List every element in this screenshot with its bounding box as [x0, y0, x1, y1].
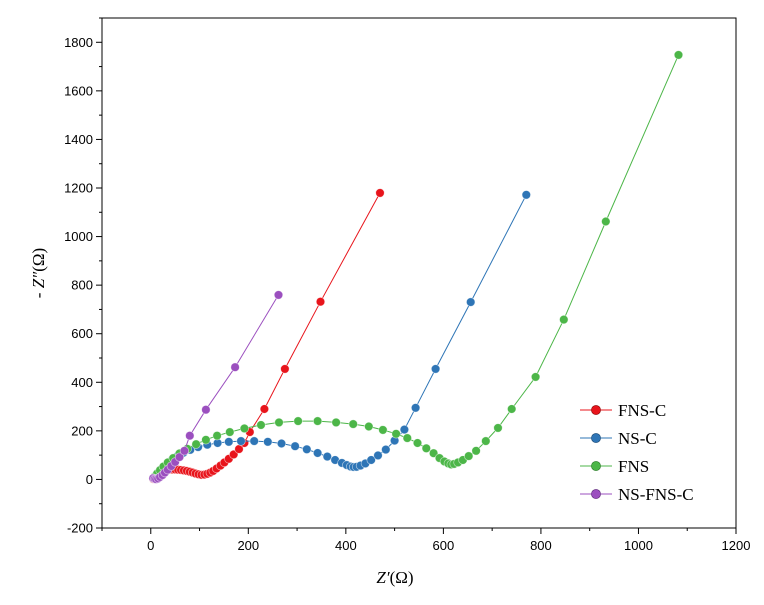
data-point-fns — [601, 216, 611, 227]
data-point-ns-c — [236, 436, 246, 446]
data-point-ns-c — [373, 450, 383, 461]
data-point-ns-fns-c — [273, 290, 284, 300]
data-point-fns — [348, 419, 358, 429]
data-point-ns-c — [224, 437, 234, 447]
y-tick-label: 1800 — [64, 35, 93, 50]
data-point-fns — [412, 438, 423, 448]
legend-marker-ns-fns-c — [591, 489, 601, 499]
legend-marker-fns-c — [591, 405, 601, 415]
x-tick-label: 1000 — [624, 538, 653, 553]
y-tick-label: -200 — [67, 521, 93, 536]
data-point-fns-c — [375, 188, 385, 198]
legend-label-ns-c: NS-C — [618, 429, 657, 448]
data-point-fns — [191, 439, 201, 449]
y-tick-label: 0 — [86, 472, 93, 487]
series-fns — [150, 50, 684, 482]
y-tick-label: 800 — [71, 278, 93, 293]
data-point-fns-c — [259, 404, 270, 414]
series-line-ns-c — [152, 194, 527, 479]
series-ns-fns-c — [148, 290, 284, 484]
y-tick-label: 1400 — [64, 132, 93, 147]
legend-label-ns-fns-c: NS-FNS-C — [618, 485, 694, 504]
x-tick-label: 400 — [335, 538, 357, 553]
series-line-fns — [154, 54, 679, 477]
y-tick-label: 1600 — [64, 83, 93, 98]
axis-ticks: 0 200 400 600 800 1000 1200 -200 0 200 400 600 800 10… — [64, 17, 751, 553]
data-point-fns — [256, 420, 266, 430]
x-tick-label: 600 — [433, 538, 455, 553]
x-tick-label: 200 — [237, 538, 259, 553]
data-point-fns — [481, 436, 491, 446]
data-point-fns-c — [315, 297, 326, 307]
data-point-fns — [312, 416, 323, 426]
data-point-ns-c — [249, 436, 259, 446]
data-point-ns-fns-c — [174, 452, 185, 462]
legend: FNS-C NS-C FNS NS-FNS-C — [580, 401, 694, 504]
x-tick-label: 800 — [530, 538, 552, 553]
data-point-fns — [201, 435, 211, 445]
x-axis-title: Z′(Ω) — [376, 568, 413, 587]
data-point-fns — [293, 416, 303, 426]
data-point-fns — [471, 446, 481, 456]
data-point-fns — [428, 448, 439, 458]
data-point-ns-c — [381, 444, 391, 455]
data-point-fns — [421, 443, 431, 453]
x-tick-label: 0 — [147, 538, 154, 553]
data-point-fns — [493, 423, 503, 433]
data-point-fns — [331, 417, 341, 428]
data-point-ns-c — [466, 297, 476, 307]
data-point-fns-c — [280, 364, 290, 374]
legend-label-fns-c: FNS-C — [618, 401, 666, 420]
series-line-ns-fns-c — [152, 294, 279, 480]
legend-marker-ns-c — [591, 433, 601, 443]
data-point-ns-c — [263, 437, 273, 447]
data-point-ns-fns-c — [179, 446, 190, 456]
data-point-fns — [559, 314, 569, 325]
data-point-fns — [274, 417, 284, 428]
data-point-ns-c — [302, 444, 312, 454]
legend-item-fns-c: FNS-C — [580, 401, 666, 420]
legend-marker-fns — [591, 461, 601, 471]
data-point-ns-fns-c — [185, 431, 195, 441]
legend-item-ns-fns-c: NS-FNS-C — [580, 485, 694, 504]
data-point-ns-c — [430, 364, 441, 374]
data-point-fns — [212, 431, 222, 441]
data-point-fns — [673, 50, 684, 60]
legend-item-fns: FNS — [580, 457, 649, 476]
y-tick-label: 200 — [71, 423, 93, 438]
y-axis-title: - Z″(Ω) — [29, 248, 48, 298]
legend-item-ns-c: NS-C — [580, 429, 657, 448]
data-point-ns-c — [322, 451, 332, 462]
legend-label-fns: FNS — [618, 457, 649, 476]
data-point-ns-c — [399, 424, 410, 435]
y-tick-label: 600 — [71, 326, 93, 341]
data-point-fns — [402, 433, 412, 443]
data-point-fns — [507, 404, 517, 414]
data-point-ns-c — [312, 448, 323, 458]
data-point-fns — [364, 421, 374, 432]
data-point-ns-c — [290, 441, 300, 451]
data-point-fns — [391, 429, 401, 439]
data-point-fns — [530, 372, 541, 382]
data-point-ns-fns-c — [230, 362, 240, 372]
data-point-fns — [225, 427, 235, 437]
data-point-ns-c — [521, 190, 531, 200]
x-tick-label: 1200 — [722, 538, 751, 553]
data-point-fns — [378, 425, 388, 435]
y-tick-label: 1200 — [64, 181, 93, 196]
data-point-ns-c — [366, 455, 376, 465]
data-point-ns-fns-c — [201, 405, 211, 415]
series-layer — [148, 50, 684, 484]
data-point-ns-c — [410, 403, 421, 413]
y-tick-label: 400 — [71, 375, 93, 390]
y-tick-label: 1000 — [64, 229, 93, 244]
data-point-fns — [239, 423, 250, 434]
data-point-fns — [464, 451, 474, 461]
data-point-ns-c — [276, 438, 287, 449]
plot-frame — [101, 17, 737, 529]
